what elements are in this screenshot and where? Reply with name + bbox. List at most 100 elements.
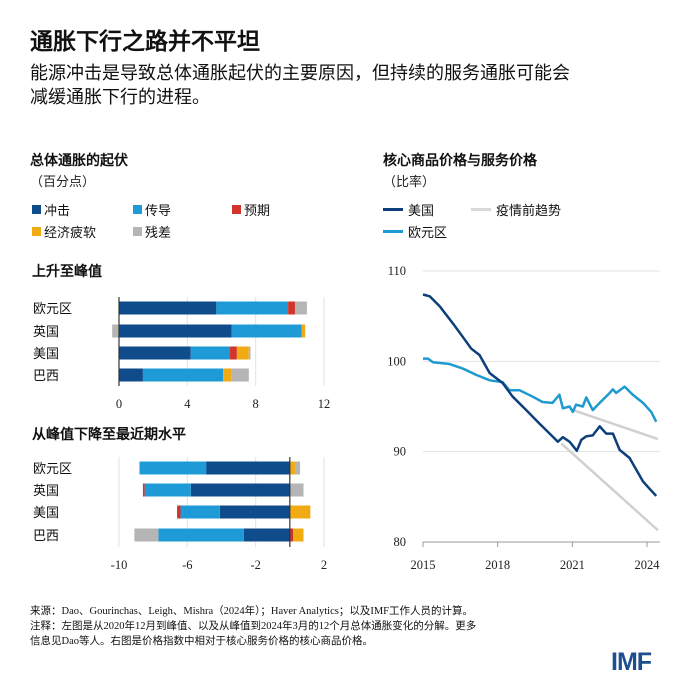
series-line-欧元区 <box>423 357 658 423</box>
legend-label: 经济疲软 <box>44 226 97 241</box>
legend-item-pass-through: 传导 <box>133 200 171 219</box>
legend-swatch <box>133 227 142 236</box>
legend-item-slack: 经济疲软 <box>32 222 96 241</box>
imf-logo: IMF <box>611 648 652 676</box>
bar-segment-预期 <box>289 528 294 542</box>
legend-item-expectations: 预期 <box>232 200 270 219</box>
bar-segment-冲击 <box>219 505 290 519</box>
bar-segment-传导 <box>142 368 224 382</box>
x-tick-label: 2015 <box>411 558 436 572</box>
bar-segment-残差 <box>248 346 251 360</box>
bar-segment-冲击 <box>119 324 232 338</box>
bar-segment-残差 <box>134 528 159 542</box>
bar-segment-预期 <box>288 301 295 315</box>
category-label: 巴西 <box>33 529 59 544</box>
bar-segment-传导 <box>216 301 289 315</box>
right-chart-unit: （比率） <box>383 175 436 190</box>
bar-segment-经济疲软 <box>236 346 249 360</box>
category-label: 欧元区 <box>33 462 72 477</box>
category-label: 英国 <box>33 484 59 499</box>
bar-segment-传导 <box>231 324 302 338</box>
bar-segment-残差 <box>112 324 119 338</box>
panel-title-rise: 上升至峰值 <box>32 264 102 280</box>
bar-segment-经济疲软 <box>301 324 306 338</box>
legend-swatch <box>32 205 41 214</box>
bar-segment-冲击 <box>119 368 143 382</box>
category-label: 巴西 <box>33 369 59 384</box>
x-tick-label: 2024 <box>635 558 661 572</box>
legend-line <box>471 208 491 211</box>
bar-segment-预期 <box>230 346 237 360</box>
bar-segment-冲击 <box>243 528 290 542</box>
y-tick-label: 110 <box>388 264 406 278</box>
legend-item-shock: 冲击 <box>32 200 70 219</box>
legend-swatch <box>133 205 142 214</box>
bar-segment-传导 <box>180 505 220 519</box>
legend-label: 疫情前趋势 <box>496 204 562 219</box>
legend-item-residual: 残差 <box>133 222 171 241</box>
x-tick-label: 0 <box>116 397 122 411</box>
source-note: 来源：Dao、Gourinchas、Leigh、Mishra（2024年）；Ha… <box>30 606 473 617</box>
page-title: 通胀下行之路并不平坦 <box>30 29 260 55</box>
bar-segment-经济疲软 <box>289 461 295 475</box>
category-label: 英国 <box>33 325 59 340</box>
panel-title-decline: 从峰值下降至最近期水平 <box>32 427 186 443</box>
left-chart-title: 总体通胀的起伏 <box>30 153 128 169</box>
bar-segment-冲击 <box>190 483 290 497</box>
category-label: 美国 <box>33 506 59 521</box>
bar-segment-残差 <box>289 483 304 497</box>
legend-swatch <box>32 227 41 236</box>
x-tick-label: 2018 <box>485 558 510 572</box>
bar-segment-预期 <box>142 483 145 497</box>
subtitle-line-1: 能源冲击是导致总体通胀起伏的主要原因，但持续的服务通胀可能会 <box>30 63 570 84</box>
x-tick-label: 8 <box>253 397 259 411</box>
legend-label: 欧元区 <box>408 226 448 241</box>
note-line-2: 信息见Dao等人。右图是价格指数中相对于核心服务价格的核心商品价格。 <box>30 636 373 647</box>
legend-line <box>383 208 403 211</box>
legend-label: 预期 <box>244 204 271 219</box>
category-label: 欧元区 <box>33 302 72 317</box>
x-tick-label: -2 <box>250 558 260 572</box>
subtitle-line-2: 减缓通胀下行的进程。 <box>30 87 210 108</box>
bar-segment-经济疲软 <box>289 505 311 519</box>
bar-segment-残差 <box>231 368 249 382</box>
note-line-1: 注释：左图是从2020年12月到峰值、以及从峰值到2024年3月的12个月总体通… <box>30 621 477 632</box>
bar-segment-经济疲软 <box>293 528 304 542</box>
legend-item-euro: 欧元区 <box>383 222 447 241</box>
bar-segment-传导 <box>158 528 244 542</box>
legend-swatch <box>232 205 241 214</box>
legend-label: 美国 <box>408 204 435 219</box>
bar-segment-预期 <box>177 505 181 519</box>
right-chart-title: 核心商品价格与服务价格 <box>383 153 537 169</box>
bar-segment-冲击 <box>119 346 191 360</box>
bar-segment-传导 <box>190 346 231 360</box>
trend-line <box>572 408 659 441</box>
left-chart-unit: （百分点） <box>30 175 96 190</box>
category-label: 美国 <box>33 347 59 362</box>
y-tick-label: 100 <box>387 354 406 368</box>
bar-segment-残差 <box>294 301 307 315</box>
x-tick-label: -6 <box>182 558 192 572</box>
series-line-美国 <box>422 293 658 497</box>
bar-segment-冲击 <box>119 301 217 315</box>
bar-segment-冲击 <box>206 461 290 475</box>
trend-line <box>560 442 659 532</box>
bar-segment-残差 <box>294 461 301 475</box>
legend-label: 冲击 <box>44 204 71 219</box>
bar-segment-经济疲软 <box>223 368 232 382</box>
legend-label: 残差 <box>145 226 172 241</box>
bar-segment-传导 <box>144 483 191 497</box>
y-tick-label: 90 <box>394 445 407 459</box>
legend-line <box>383 230 403 233</box>
x-tick-label: 2 <box>321 558 327 572</box>
legend-item-trend: 疫情前趋势 <box>471 200 561 219</box>
x-tick-label: 2021 <box>560 558 585 572</box>
legend-item-us: 美国 <box>383 200 434 219</box>
y-tick-label: 80 <box>394 535 407 549</box>
x-tick-label: 12 <box>318 397 331 411</box>
x-tick-label: 4 <box>184 397 191 411</box>
x-tick-label: -10 <box>111 558 128 572</box>
legend-label: 传导 <box>145 204 172 219</box>
